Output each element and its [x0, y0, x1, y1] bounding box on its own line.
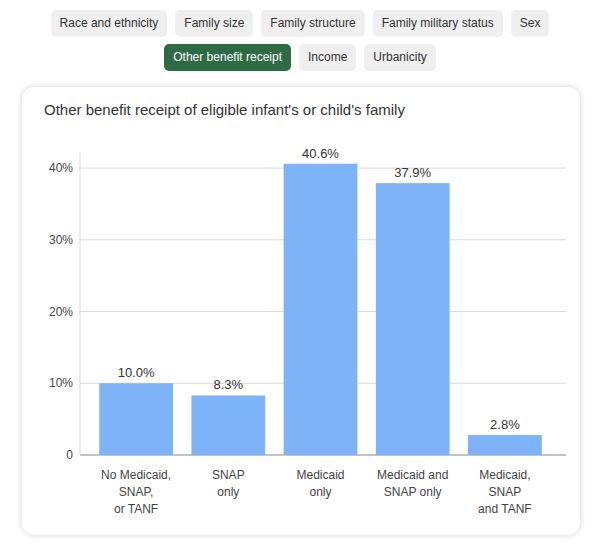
- bar: [99, 383, 173, 455]
- tab-button[interactable]: Family structure: [261, 10, 364, 37]
- bar: [191, 395, 265, 455]
- chart-title: Other benefit receipt of eligible infant…: [44, 101, 405, 118]
- y-tick-label: 20%: [49, 305, 73, 319]
- x-tick-label: SNAPonly: [212, 468, 245, 499]
- y-tick-label: 0: [66, 448, 73, 462]
- x-tick-label: Medicaid andSNAP only: [377, 468, 448, 499]
- data-label: 2.8%: [490, 417, 520, 432]
- x-tick-label: No Medicaid,SNAP,or TANF: [101, 468, 171, 516]
- x-tick-label: Medicaid,SNAPand TANF: [478, 468, 532, 516]
- bar: [468, 435, 542, 455]
- y-tick-label: 30%: [49, 233, 73, 247]
- chart-svg: Other benefit receipt of eligible infant…: [0, 0, 600, 545]
- tab-bar: Race and ethnicity Family size Family stru…: [40, 10, 560, 71]
- bars: [99, 164, 542, 455]
- tab-button[interactable]: Other benefit receipt: [164, 44, 291, 71]
- tab-button[interactable]: Family military status: [373, 10, 503, 37]
- tab-button[interactable]: Income: [299, 44, 356, 71]
- bar: [284, 164, 358, 455]
- tab-button[interactable]: Urbanicity: [364, 44, 435, 71]
- y-tick-label: 10%: [49, 376, 73, 390]
- bar: [376, 183, 450, 455]
- data-label: 10.0%: [118, 365, 155, 380]
- tab-button[interactable]: Race and ethnicity: [51, 10, 168, 37]
- tab-button[interactable]: Sex: [511, 10, 550, 37]
- y-axis-line: [80, 154, 81, 455]
- data-label: 8.3%: [213, 377, 243, 392]
- data-label: 40.6%: [302, 146, 339, 161]
- y-tick-label: 40%: [49, 161, 73, 175]
- data-label: 37.9%: [394, 165, 431, 180]
- x-tick-label: Medicaidonly: [296, 468, 344, 499]
- tab-button[interactable]: Family size: [175, 10, 253, 37]
